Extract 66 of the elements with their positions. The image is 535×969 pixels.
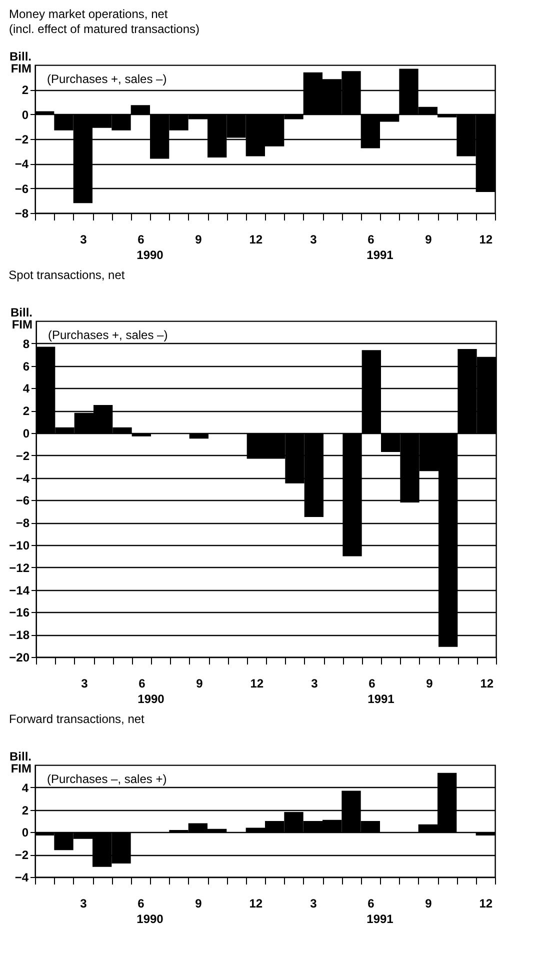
x-tick-label: 12 xyxy=(249,232,263,246)
y-tick-label: −12 xyxy=(9,560,30,575)
y-tick-label: −2 xyxy=(16,448,30,463)
y-axis-title: Bill. FIM xyxy=(9,750,32,776)
y-tick-label: 0 xyxy=(22,108,29,122)
y-tick-label: 0 xyxy=(22,826,29,840)
x-tick-label: 6 xyxy=(138,232,145,246)
y-tick-label: 0 xyxy=(22,426,30,440)
x-tick-label: 3 xyxy=(80,896,88,910)
x-tick-label: 3 xyxy=(310,896,318,910)
x-tick-label: 12 xyxy=(480,676,494,690)
y-tick-label: 8 xyxy=(22,336,30,351)
x-tick-label: 6 xyxy=(138,676,146,690)
y-tick-label: −6 xyxy=(14,182,29,196)
x-tick-label: 9 xyxy=(426,676,434,690)
y-tick-label: −6 xyxy=(16,494,30,508)
y-axis-title: Bill. FIM xyxy=(9,50,32,76)
y-tick-label: −16 xyxy=(9,606,30,620)
y-tick-label: −10 xyxy=(9,538,30,552)
y-tick-label: 4 xyxy=(22,382,30,396)
text: 1990 xyxy=(136,912,164,926)
y-axis-title: Bill. FIM xyxy=(10,306,32,332)
x-tick-label: 12 xyxy=(249,896,263,910)
y-tick-label: −4 xyxy=(16,471,30,486)
text: 1990 xyxy=(138,692,165,706)
text: 1991 xyxy=(368,692,395,706)
chart-title: Forward transactions, net xyxy=(9,712,146,726)
y-tick-label: −8 xyxy=(16,516,30,530)
x-tick-label: 6 xyxy=(138,896,145,910)
x-tick-label: 3 xyxy=(81,676,88,690)
text: 1991 xyxy=(366,912,394,926)
chart-title: Spot transactions, net xyxy=(8,268,126,282)
x-tick-label: 12 xyxy=(250,676,264,690)
x-tick-label: 9 xyxy=(196,676,204,690)
x-tick-label: 3 xyxy=(80,232,88,246)
y-tick-label: −18 xyxy=(9,628,30,642)
x-tick-label: 12 xyxy=(479,896,493,910)
y-tick-label: 2 xyxy=(22,404,30,418)
y-tick-label: −8 xyxy=(14,206,29,220)
annotation: (Purchases –, sales +) xyxy=(47,772,167,786)
y-tick-label: −4 xyxy=(14,157,29,172)
x-tick-label: 6 xyxy=(368,232,375,246)
y-tick-label: 4 xyxy=(22,780,29,795)
x-tick-label: 6 xyxy=(368,676,376,690)
x-tick-label: 12 xyxy=(479,232,493,246)
y-tick-label: −2 xyxy=(14,848,29,862)
chart-title: Money market operations, net xyxy=(9,7,168,21)
y-tick-label: 6 xyxy=(22,359,30,374)
x-tick-label: 6 xyxy=(368,896,375,910)
x-tick-label: 3 xyxy=(311,676,318,690)
y-tick-label: −20 xyxy=(9,650,30,664)
chart-subtitle: (incl. effect of matured transactions) xyxy=(9,22,200,36)
y-tick-label: −4 xyxy=(14,870,29,884)
x-tick-label: 9 xyxy=(425,232,432,246)
annotation: (Purchases +, sales –) xyxy=(47,72,167,86)
x-tick-label: 9 xyxy=(195,896,202,910)
y-tick-label: 2 xyxy=(22,803,29,818)
x-tick-label: 9 xyxy=(425,896,432,910)
y-tick-label: −2 xyxy=(14,132,29,146)
y-tick-label: −14 xyxy=(9,583,30,598)
y-tick-label: 2 xyxy=(22,83,29,98)
text: 1991 xyxy=(366,248,394,262)
annotation: (Purchases +, sales –) xyxy=(48,328,168,342)
text: 1990 xyxy=(136,248,164,262)
x-tick-label: 9 xyxy=(195,232,202,246)
x-tick-label: 3 xyxy=(310,232,318,246)
